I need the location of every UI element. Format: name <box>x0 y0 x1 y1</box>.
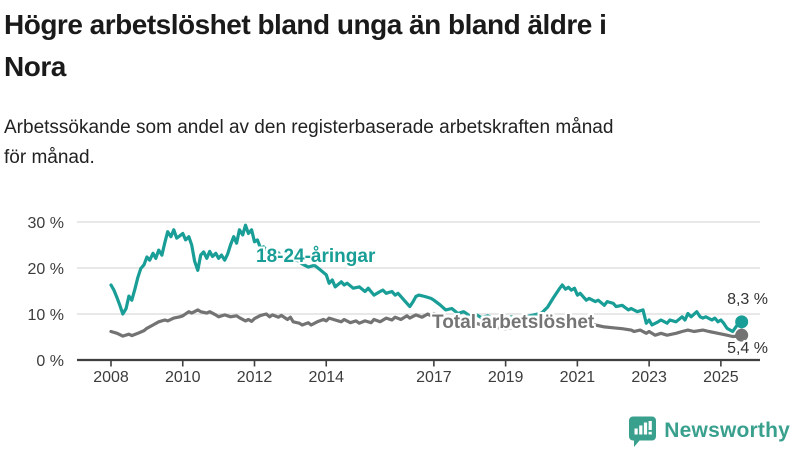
x-axis-tick-label: 2019 <box>488 369 524 386</box>
x-axis-tick-label: 2017 <box>416 369 452 386</box>
newsworthy-logo-text: Newsworthy <box>664 419 790 442</box>
x-axis-tick-label: 2012 <box>237 369 273 386</box>
x-axis-tick-label: 2025 <box>703 369 739 386</box>
x-axis-tick-label: 2008 <box>93 369 129 386</box>
series-line-total <box>109 308 744 339</box>
newsworthy-logo[interactable]: Newsworthy <box>628 414 790 448</box>
page-title-line2: Nora <box>4 51 66 82</box>
page-title: Högre arbetslöshet bland unga än bland ä… <box>4 4 792 88</box>
bar-chart-speech-bubble-icon <box>629 416 657 447</box>
chart-subtitle-line2: för månad. <box>4 147 95 168</box>
series-line-18-24 <box>109 223 744 334</box>
y-axis-tick-label: 10 % <box>28 307 64 324</box>
y-axis-tick-label: 20 % <box>28 261 64 278</box>
x-axis-tick-label: 2014 <box>308 369 344 386</box>
y-axis-tick-label: 0 % <box>36 353 64 370</box>
series-end-dot-total <box>735 328 749 342</box>
series-end-dot-18-24 <box>735 315 749 329</box>
x-axis-tick-label: 2023 <box>631 369 667 386</box>
page-title-line1: Högre arbetslöshet bland unga än bland ä… <box>4 9 607 40</box>
x-axis-tick-label: 2021 <box>560 369 596 386</box>
x-axis-tick-label: 2010 <box>165 369 201 386</box>
y-axis-tick-label: 30 % <box>28 215 64 232</box>
chart-subtitle: Arbetssökande som andel av den registerb… <box>4 113 784 173</box>
chart-subtitle-line1: Arbetssökande som andel av den registerb… <box>4 117 614 138</box>
